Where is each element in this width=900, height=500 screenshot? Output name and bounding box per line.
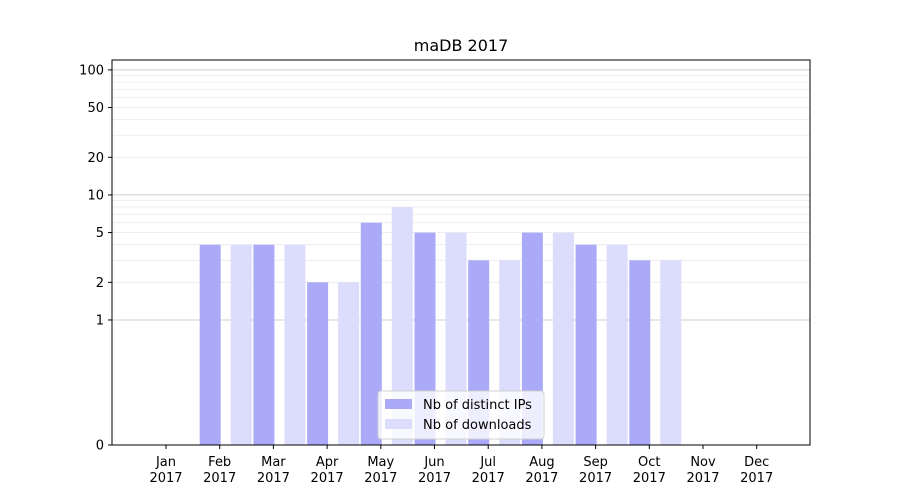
bar-distinct-ips <box>575 244 597 445</box>
x-tick-month: Jul <box>479 455 496 470</box>
x-tick-year: 2017 <box>203 471 236 486</box>
x-tick-year: 2017 <box>149 471 182 486</box>
bar-downloads <box>230 244 252 445</box>
x-tick-year: 2017 <box>579 471 612 486</box>
y-tick-label: 5 <box>96 226 104 241</box>
x-tick-month: Mar <box>261 455 286 470</box>
y-tick-label: 50 <box>87 101 104 116</box>
chart-title: maDB 2017 <box>414 36 509 55</box>
y-tick-label: 20 <box>87 151 104 166</box>
y-tick-label: 1 <box>96 313 104 328</box>
x-tick-month: May <box>367 455 394 470</box>
x-tick-month: Oct <box>638 455 660 470</box>
x-tick-month: Dec <box>744 455 769 470</box>
bar-downloads <box>660 260 682 445</box>
bar-distinct-ips <box>360 222 382 445</box>
legend-swatch <box>385 399 412 409</box>
x-tick-year: 2017 <box>311 471 344 486</box>
bar-downloads <box>284 244 306 445</box>
x-tick-year: 2017 <box>418 471 451 486</box>
x-tick-month: Sep <box>583 455 608 470</box>
x-tick-year: 2017 <box>257 471 290 486</box>
bar-downloads <box>338 282 360 445</box>
x-tick-month: Apr <box>316 455 339 470</box>
x-tick-month: Jan <box>155 455 176 470</box>
legend-swatch <box>385 419 412 429</box>
bar-downloads <box>606 244 628 445</box>
x-tick-year: 2017 <box>686 471 719 486</box>
legend: Nb of distinct IPs Nb of downloads <box>377 390 545 440</box>
legend-label: Nb of downloads <box>423 418 532 433</box>
bar-distinct-ips <box>629 260 651 445</box>
x-tick-month: Aug <box>529 455 554 470</box>
bar-distinct-ips <box>199 244 221 445</box>
x-tick-month: Jun <box>423 455 444 470</box>
y-tick-label: 10 <box>87 188 104 203</box>
x-tick-year: 2017 <box>740 471 773 486</box>
x-tick-month: Feb <box>208 455 231 470</box>
plot-frame <box>111 59 811 446</box>
x-tick-year: 2017 <box>364 471 397 486</box>
bar-distinct-ips <box>253 244 275 445</box>
x-tick-month: Nov <box>690 455 716 470</box>
x-axis-ticks: Jan2017Feb2017Mar2017Apr2017May2017Jun20… <box>149 445 773 486</box>
y-axis-ticks: 0 1 2 5 10 20 50 100 <box>79 63 112 454</box>
x-tick-year: 2017 <box>525 471 558 486</box>
y-tick-label: 100 <box>79 63 104 78</box>
bar-downloads <box>552 232 574 445</box>
legend-label: Nb of distinct IPs <box>423 398 532 413</box>
legend-box <box>377 390 545 440</box>
bar-distinct-ips <box>307 282 329 445</box>
x-tick-year: 2017 <box>633 471 666 486</box>
bar-downloads <box>391 207 413 445</box>
x-tick-year: 2017 <box>472 471 505 486</box>
y-tick-label: 0 <box>96 439 104 454</box>
y-tick-label: 2 <box>96 276 104 291</box>
